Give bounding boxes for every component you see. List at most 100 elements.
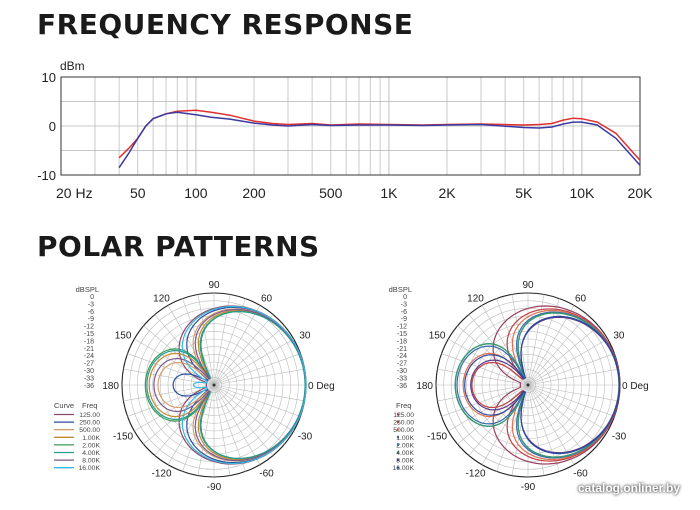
freq-y-tick-label: 10 (42, 70, 56, 85)
polar2-scale-label: -18 (397, 338, 407, 345)
polar1-spoke (213, 353, 301, 386)
polar1-pattern-curve-7 (153, 308, 307, 462)
polar1-angle-label: 0 Deg (308, 381, 335, 392)
freq-series-line-2 (118, 111, 641, 169)
polar1-angle-label: 180 (102, 381, 119, 392)
polar1-scale-label: -36 (84, 383, 94, 390)
freq-x-tick-label: 2K (438, 185, 456, 201)
polar1-legend-curve-title: Curve (54, 401, 74, 410)
polar2-scale-label: -3 (401, 301, 407, 308)
polar2-spoke (511, 294, 529, 386)
polar2-pattern-curve-3 (462, 309, 621, 461)
polar1-scale-label: -12 (84, 324, 94, 331)
polar1-legend-freq-title: Freq (82, 401, 97, 410)
polar2-angle-label: 60 (575, 294, 587, 305)
freq-x-tick-label: 100 (184, 185, 208, 201)
polar2-legend-swatch (396, 458, 400, 462)
polar2-scale-label: -21 (397, 346, 407, 353)
polar2-angle-label: 180 (416, 381, 433, 392)
polar1-legend-freq: 125.00 (79, 412, 100, 419)
polar1-pattern-curve-8 (181, 305, 307, 465)
polar1-spoke (213, 338, 294, 386)
polar2-spoke (527, 325, 599, 386)
polar2-spoke (527, 314, 588, 386)
polar2-angle-label: 30 (613, 331, 625, 342)
polar2-spoke (511, 384, 529, 476)
freq-x-tick-label: 10K (569, 185, 595, 201)
freq-x-tick-label: 500 (319, 185, 343, 201)
freq-x-tick-label: 20 Hz (56, 185, 93, 201)
polar2-angle-label: -30 (612, 432, 627, 443)
polar1-legend-freq: 1.00K (82, 435, 100, 442)
polar1-scale-label: -30 (84, 368, 94, 375)
polar2-scale-label: -27 (397, 361, 407, 368)
polar2-scale-label: -9 (401, 316, 407, 323)
polar1-pattern-curve-6 (146, 310, 306, 460)
freq-y-tick-label: -10 (37, 168, 56, 183)
freq-x-tick-label: 5K (515, 185, 533, 201)
polar2-spoke (448, 384, 529, 432)
polar2-legend-freq: 125.00 (393, 412, 414, 419)
polar1-angle-label: -30 (298, 432, 313, 443)
polar1-spoke (213, 384, 305, 402)
polar1-scale-label: 0 (90, 294, 94, 301)
freq-series-line-1 (118, 109, 641, 161)
polar2-angle-label: 90 (522, 280, 534, 291)
polar2-legend-swatch (396, 451, 400, 454)
polar1-angle-label: -60 (259, 468, 274, 479)
polar2-legend-freq: 250.00 (393, 420, 414, 427)
polar2-scale-label: -6 (401, 309, 407, 316)
polar2-legend-freq: 8.00K (396, 458, 414, 465)
polar1-angle-label: 90 (208, 280, 220, 291)
polar2-legend-swatch (396, 436, 400, 439)
polar2-scale-label: 0 (403, 294, 407, 301)
polar2-spoke (527, 384, 608, 432)
polar2-legend-freq: 4.00K (396, 450, 414, 457)
polar1-center-dot (212, 383, 216, 387)
polar1-spoke (213, 325, 285, 386)
polar2-spoke (437, 384, 529, 402)
polar2-spoke (527, 384, 619, 402)
polar2-scale-label: -12 (397, 324, 407, 331)
polar2-scale-label: -15 (397, 331, 407, 338)
polar2-legend-freq: 1.00K (396, 435, 414, 442)
polar2-legend-freq: 16.00K (392, 465, 414, 472)
polar1-angle-label: -90 (207, 482, 222, 493)
polar2-scale-label: -36 (397, 383, 407, 390)
polar2-legend-swatch (396, 428, 400, 431)
polar2-scale-label: -30 (397, 368, 407, 375)
polar2-pattern-curve-7 (470, 316, 620, 454)
polar2-legend-freq-title: Freq (396, 401, 411, 410)
polar2-spoke (527, 368, 619, 386)
polar1-spoke (213, 298, 246, 386)
polar2-spoke (527, 305, 575, 386)
polar2-spoke (527, 384, 599, 445)
freq-x-tick-label: 200 (242, 185, 266, 201)
polar1-spoke (213, 384, 261, 465)
polar2-spoke (527, 338, 608, 386)
polar-patterns-heading: POLAR PATTERNS (37, 230, 320, 263)
polar1-scale-label: -33 (84, 375, 94, 382)
freq-y-axis-label: dBm (60, 59, 85, 73)
polar2-spoke (437, 368, 529, 386)
polar1-scale-label: -24 (84, 353, 94, 360)
polar1-spoke (213, 384, 294, 432)
polar2-legend-swatch (396, 466, 400, 469)
polar2-angle-label: -150 (427, 432, 447, 443)
polar2-scale-label: -24 (397, 353, 407, 360)
polar2-legend-swatch (396, 420, 400, 424)
polar1-spoke (213, 314, 274, 386)
polar1-spoke (197, 384, 215, 476)
polar2-center-dot (526, 383, 530, 387)
polar2-pattern-curve-8 (464, 315, 621, 455)
polar1-spoke (213, 384, 285, 445)
polar1-scale-label: -21 (84, 346, 94, 353)
polar2-angle-label: 120 (467, 294, 484, 305)
polar1-scale-label: -3 (88, 301, 94, 308)
polar1-spoke (213, 384, 274, 456)
polar2-angle-label: -120 (465, 468, 485, 479)
polar2-angle-label: -90 (521, 482, 536, 493)
polar2-legend-swatch (396, 443, 400, 447)
polar1-spoke (197, 294, 215, 386)
